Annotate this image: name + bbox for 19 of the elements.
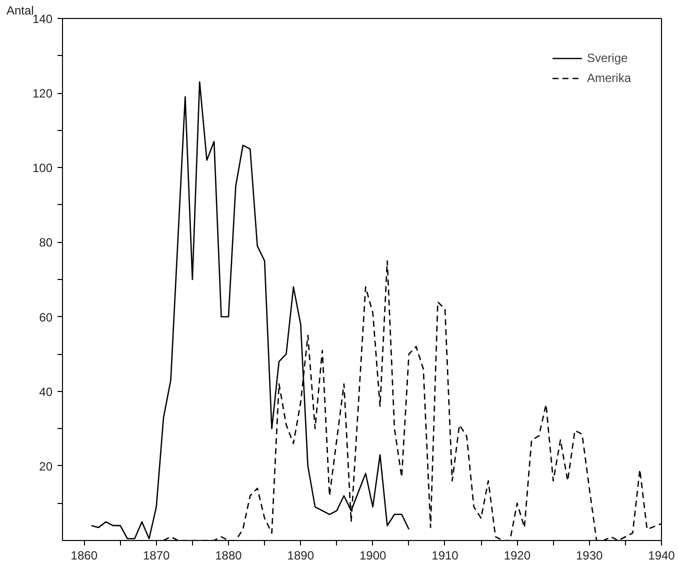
y-tick-label: 80	[39, 236, 53, 250]
x-tick-label: 1940	[648, 548, 676, 562]
x-tick-label: 1890	[287, 548, 314, 562]
legend-label: Amerika	[586, 71, 631, 85]
y-tick-label: 140	[32, 12, 53, 26]
y-tick-label: 100	[32, 161, 53, 176]
x-tick-label: 1870	[142, 548, 170, 562]
y-tick-label: 60	[39, 310, 53, 324]
y-tick-label: 120	[32, 86, 53, 101]
y-tick-label: 40	[39, 384, 53, 399]
y-tick-label: 20	[39, 459, 53, 474]
x-tick-label: 1880	[215, 548, 242, 562]
x-tick-label: 1900	[359, 548, 386, 562]
x-tick-label: 1910	[432, 548, 459, 562]
y-axis-title: Antal	[6, 4, 34, 18]
x-tick-label: 1930	[576, 548, 604, 562]
legend-label: Sverige	[586, 51, 628, 65]
x-tick-label: 1860	[70, 548, 98, 562]
x-tick-label: 1920	[504, 548, 531, 562]
